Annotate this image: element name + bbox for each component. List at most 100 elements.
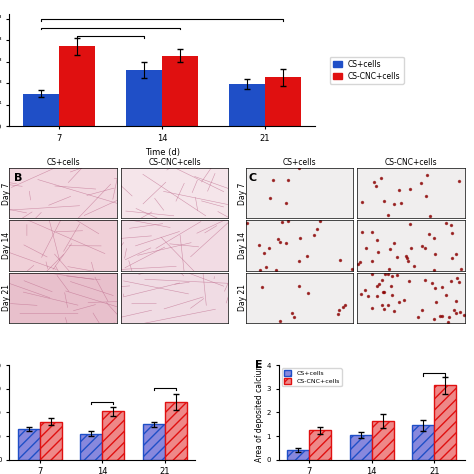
Point (387, 283, 394, 290)
Point (438, 312, 446, 319)
Title: CS-CNC+cells: CS-CNC+cells (384, 158, 437, 167)
Point (374, 282, 381, 290)
Point (395, 298, 402, 306)
Point (368, 304, 376, 312)
Point (431, 235, 438, 242)
Point (443, 291, 450, 299)
Point (385, 270, 392, 277)
Title: CS-CNC+cells: CS-CNC+cells (148, 158, 201, 167)
Text: B: B (14, 173, 23, 183)
Point (446, 313, 453, 321)
Title: CS+cells: CS+cells (46, 158, 80, 167)
Point (450, 306, 457, 313)
Point (379, 288, 386, 296)
Point (423, 171, 430, 179)
Point (303, 252, 310, 260)
Point (406, 185, 413, 193)
Point (442, 219, 449, 227)
Point (368, 257, 376, 265)
Point (379, 276, 386, 284)
Point (289, 310, 296, 317)
Bar (265, 77, 301, 126)
Point (418, 307, 426, 314)
Point (283, 199, 290, 207)
Y-axis label: Day 7: Day 7 (238, 182, 247, 204)
Point (368, 270, 376, 278)
Y-axis label: Day 21: Day 21 (238, 284, 247, 311)
Bar (165, 402, 187, 460)
Point (426, 212, 434, 220)
Point (388, 292, 396, 299)
Point (258, 283, 265, 291)
Point (273, 266, 280, 274)
Point (460, 311, 468, 319)
Point (390, 307, 397, 315)
Text: C: C (249, 173, 257, 183)
Bar (434, 385, 456, 460)
Point (291, 313, 298, 320)
Point (453, 250, 460, 258)
Point (425, 230, 433, 238)
Point (375, 281, 383, 288)
Bar (162, 56, 198, 126)
Point (262, 263, 270, 271)
Bar (18, 429, 40, 460)
Point (384, 301, 392, 309)
Point (295, 164, 302, 172)
Point (407, 244, 415, 252)
Point (305, 290, 312, 297)
Point (404, 257, 412, 265)
Point (438, 283, 446, 291)
Point (390, 200, 398, 208)
Point (381, 270, 388, 278)
Point (243, 219, 251, 226)
Point (377, 175, 384, 182)
Point (422, 192, 430, 200)
Point (378, 301, 385, 309)
Point (372, 182, 380, 190)
Point (388, 272, 396, 280)
Point (448, 254, 456, 262)
Point (269, 176, 277, 183)
Point (255, 241, 263, 248)
Point (274, 235, 282, 243)
Point (362, 244, 370, 252)
Point (390, 239, 398, 247)
Point (278, 218, 286, 226)
Point (452, 310, 460, 317)
Bar (23, 94, 59, 126)
Point (406, 220, 413, 228)
Point (357, 291, 365, 298)
Bar (287, 450, 309, 460)
Y-axis label: Area of deposited calcium: Area of deposited calcium (255, 363, 264, 463)
Point (421, 276, 428, 283)
Point (428, 279, 436, 287)
Point (418, 243, 425, 250)
Point (448, 229, 456, 237)
Bar (81, 434, 102, 460)
Bar (126, 70, 162, 126)
Point (313, 225, 321, 232)
Point (277, 238, 284, 246)
Point (276, 317, 283, 325)
Point (432, 298, 439, 305)
Point (386, 246, 394, 253)
Point (265, 245, 273, 252)
Point (362, 286, 369, 294)
Point (356, 258, 364, 266)
Point (456, 279, 463, 286)
Point (417, 179, 424, 186)
Point (369, 228, 376, 236)
Point (410, 262, 418, 270)
Point (456, 308, 464, 316)
Point (284, 176, 292, 184)
Bar (40, 422, 62, 460)
Y-axis label: Day 14: Day 14 (238, 232, 247, 259)
Y-axis label: Day 21: Day 21 (2, 284, 11, 311)
Point (436, 312, 444, 320)
Point (310, 231, 318, 239)
Point (452, 297, 459, 305)
X-axis label: Time (d): Time (d) (145, 148, 180, 157)
Bar (229, 84, 265, 126)
Point (316, 217, 324, 225)
